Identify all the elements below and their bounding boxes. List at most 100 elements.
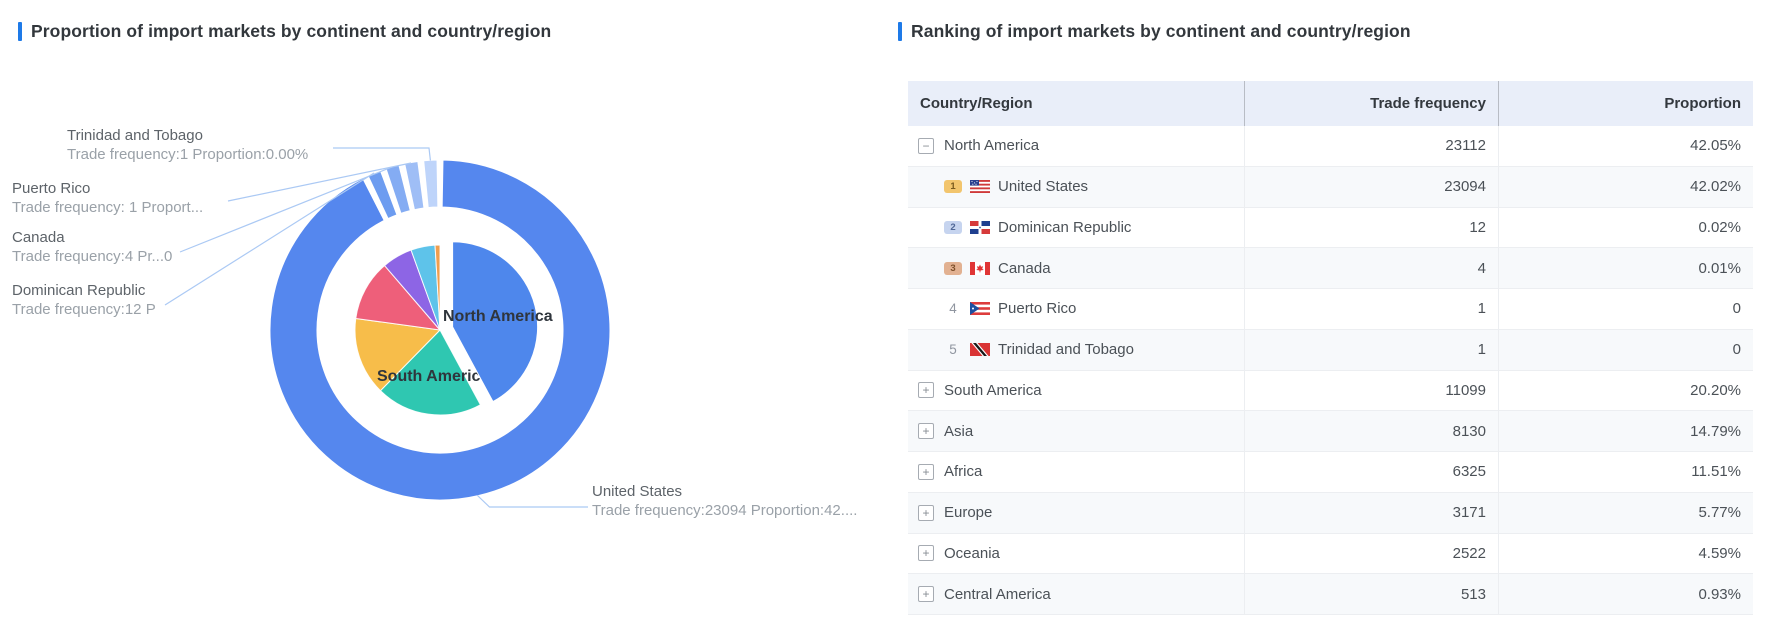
name-cell: + Europe	[908, 493, 1244, 533]
callout-detail: Trade frequency:12 P	[12, 301, 156, 318]
flag-ca-icon	[970, 261, 990, 275]
pie-slice-central-america[interactable]	[434, 244, 441, 331]
label-leader-line	[164, 172, 375, 306]
table-row-asia[interactable]: + Asia 8130 14.79%	[908, 411, 1753, 452]
column-header-country-region[interactable]: Country/Region	[920, 95, 1033, 112]
trade-frequency-value: 11099	[1244, 370, 1498, 411]
name-cell: − North America	[908, 126, 1244, 166]
table-row-south-america[interactable]: + South America 11099 20.20%	[908, 370, 1753, 412]
callout-trinidad-and-tobago: Trinidad and Tobago Trade frequency:1 Pro…	[67, 126, 308, 164]
expand-icon[interactable]: +	[918, 545, 934, 562]
continent-name: Africa	[944, 463, 983, 481]
ring-slice-trinidad-and-tobago[interactable]	[423, 159, 439, 209]
table-row-africa[interactable]: + Africa 6325 11.51%	[908, 452, 1753, 493]
title-accent-bar	[18, 21, 22, 41]
flag-tt-icon	[970, 343, 990, 357]
expand-icon[interactable]: +	[918, 586, 934, 603]
name-cell: + Africa	[908, 452, 1244, 492]
donut-chart-canvas[interactable]: South America North America	[0, 0, 880, 624]
continent-name: Oceania	[944, 544, 1000, 562]
pie-slice-south-america[interactable]	[379, 329, 482, 416]
table-row-united-states[interactable]: 1 United States 23094 42.02%	[908, 166, 1753, 208]
expand-icon[interactable]: +	[918, 463, 934, 480]
proportion-value: 42.05%	[1498, 126, 1753, 166]
flag-pr-icon	[970, 302, 990, 316]
country-name: Puerto Rico	[998, 300, 1077, 318]
table-row-trinidad-and-tobago[interactable]: 5 Trinidad and Tobago 1 0	[908, 329, 1753, 371]
pie-slice-africa[interactable]	[355, 264, 442, 331]
continent-name: Central America	[944, 585, 1051, 603]
proportion-value: 5.77%	[1498, 492, 1753, 533]
name-cell: 4 Puerto Rico	[908, 289, 1244, 329]
table-row-dominican-republic[interactable]: 2 Dominican Republic 12 0.02%	[908, 207, 1753, 249]
name-cell: + South America	[908, 371, 1244, 411]
continent-name: Asia	[944, 422, 974, 440]
name-cell: 5 Trinidad and Tobago	[908, 330, 1244, 370]
table-row-europe[interactable]: + Europe 3171 5.77%	[908, 492, 1753, 534]
callout-country-name: Puerto Rico	[12, 180, 91, 197]
proportion-value: 0	[1498, 329, 1753, 370]
ring-slice-united-states[interactable]	[269, 159, 611, 501]
table-row-north-america[interactable]: − North America 23112 42.05%	[908, 126, 1753, 167]
table-row-canada[interactable]: 3 Canada 4 0.01%	[908, 248, 1753, 289]
name-cell: 2 Dominican Republic	[908, 208, 1244, 248]
import-markets-donut-chart[interactable]: South America North America Trinidad and …	[0, 0, 880, 624]
trade-frequency-value: 3171	[1244, 492, 1498, 533]
rank-number: 4	[949, 301, 957, 317]
table-row-puerto-rico[interactable]: 4 Puerto Rico 1 0	[908, 289, 1753, 330]
country-name: United States	[998, 178, 1089, 196]
pie-slice-north-america[interactable]	[452, 241, 539, 403]
name-cell: + Central America	[908, 574, 1244, 614]
column-header-trade-frequency[interactable]: Trade frequency	[1244, 81, 1498, 126]
table-body: − North America 23112 42.05% 1 United States 2…	[908, 126, 1753, 615]
expand-icon[interactable]: +	[918, 423, 934, 440]
expand-icon[interactable]: +	[918, 382, 934, 399]
country-name: Canada	[998, 259, 1051, 277]
callout-detail: Trade frequency:4 Pr...0	[12, 248, 173, 265]
pie-label-south-america: South America	[377, 368, 489, 385]
proportion-value: 0.01%	[1498, 248, 1753, 288]
callout-dominican-republic: Dominican Republic Trade frequency:12 P	[12, 281, 156, 319]
page-title: Proportion of import markets by continen…	[31, 20, 552, 41]
rank-badge-2: 2	[944, 220, 962, 234]
continent-name: South America	[944, 381, 1042, 399]
collapse-icon[interactable]: −	[918, 137, 934, 154]
proportion-value: 4.59%	[1498, 533, 1753, 574]
table-header-row: Country/Region Trade frequency Proportio…	[908, 81, 1753, 126]
column-header-proportion[interactable]: Proportion	[1498, 81, 1753, 126]
left-panel-title: Proportion of import markets by continen…	[18, 19, 551, 43]
pie-label-north-america: North America	[443, 308, 553, 325]
trade-frequency-value: 8130	[1244, 411, 1498, 451]
proportion-value: 0.02%	[1498, 207, 1753, 248]
proportion-value: 14.79%	[1498, 411, 1753, 451]
trade-frequency-value: 2522	[1244, 533, 1498, 574]
table-row-central-america[interactable]: + Central America 513 0.93%	[908, 574, 1753, 615]
pie-slice-asia[interactable]	[354, 317, 442, 392]
trade-frequency-value: 6325	[1244, 452, 1498, 492]
page-title: Ranking of import markets by continent a…	[911, 20, 1411, 41]
title-accent-bar	[898, 21, 902, 41]
trade-frequency-value: 23112	[1244, 126, 1498, 166]
callout-detail: Trade frequency: 1 Proport...	[12, 199, 204, 216]
table-row-oceania[interactable]: + Oceania 2522 4.59%	[908, 533, 1753, 575]
callout-united-states: United States Trade frequency:23094 Propo…	[592, 482, 857, 520]
proportion-value: 20.20%	[1498, 370, 1753, 411]
expand-icon[interactable]: +	[918, 504, 934, 521]
flag-us-icon	[970, 180, 990, 194]
callout-country-name: Canada	[12, 229, 65, 246]
trade-frequency-value: 1	[1244, 289, 1498, 329]
rank-badge-1: 1	[944, 180, 962, 194]
name-cell: + Asia	[908, 411, 1244, 451]
trade-frequency-value: 23094	[1244, 166, 1498, 207]
trade-frequency-value: 4	[1244, 248, 1498, 288]
name-cell: 3 Canada	[908, 248, 1244, 288]
callout-country-name: Trinidad and Tobago	[67, 127, 203, 144]
flag-do-icon	[970, 220, 990, 234]
proportion-value: 0	[1498, 289, 1753, 329]
name-cell: + Oceania	[908, 534, 1244, 574]
label-leader-line	[477, 495, 588, 508]
label-leader-line	[227, 162, 412, 202]
country-name: Dominican Republic	[998, 218, 1132, 236]
trade-frequency-value: 1	[1244, 329, 1498, 370]
